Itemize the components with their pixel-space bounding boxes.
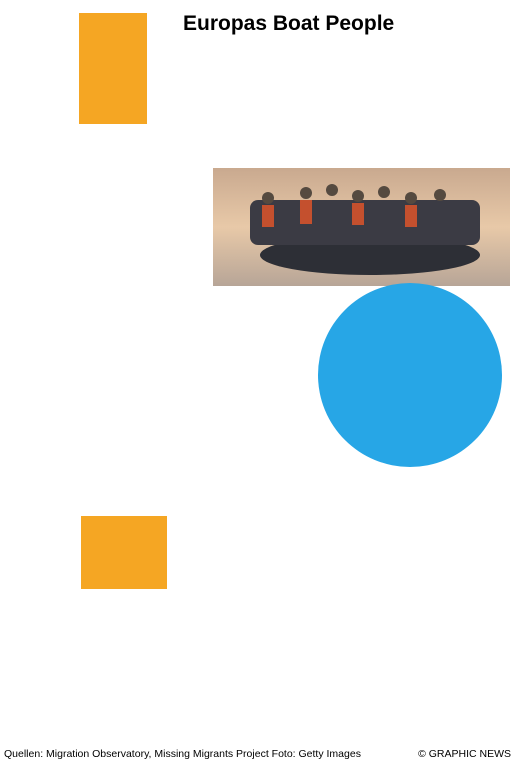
source: Quellen: Migration Observatory, Missing … bbox=[4, 748, 361, 760]
credit: © GRAPHIC NEWS bbox=[418, 748, 511, 760]
totals-panel bbox=[318, 283, 502, 467]
note-box bbox=[79, 514, 169, 591]
title: Europas Boat People bbox=[183, 12, 394, 35]
note-box bbox=[77, 11, 149, 126]
photo bbox=[213, 168, 510, 286]
